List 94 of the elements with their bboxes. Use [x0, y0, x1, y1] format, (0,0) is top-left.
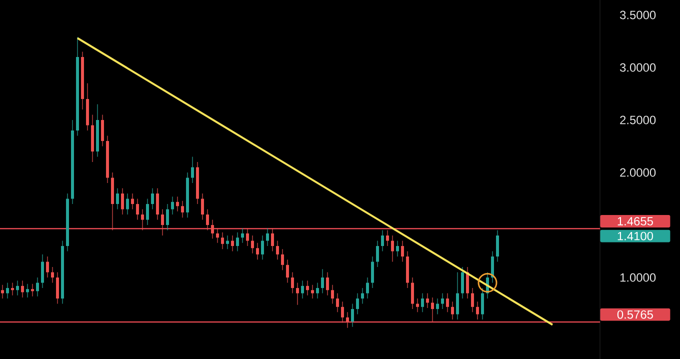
ref-line-label: 0.5765: [617, 310, 653, 319]
candlestick: [326, 272, 330, 296]
candlestick: [451, 301, 454, 320]
candlestick: [266, 228, 270, 246]
y-tick-label: 2.0000: [620, 168, 656, 177]
candlestick: [496, 230, 500, 262]
candlestick: [316, 282, 320, 299]
candlestick: [251, 235, 254, 254]
candlestick: [361, 288, 364, 304]
candlestick: [341, 301, 344, 323]
candlestick: [426, 292, 430, 308]
candlestick: [116, 188, 119, 210]
candlestick: [226, 235, 230, 250]
y-tick-label: 2.5000: [620, 116, 656, 124]
candlestick: [181, 200, 184, 218]
candlestick: [346, 312, 350, 328]
candlestick: [211, 219, 214, 239]
candlestick: [206, 208, 210, 231]
candlestick: [476, 301, 480, 320]
candlestick: [461, 266, 464, 299]
candlestick: [146, 198, 149, 226]
candlestick: [351, 303, 354, 328]
candlestick: [161, 208, 164, 236]
candlestick: [391, 235, 394, 262]
candlestick: [246, 228, 250, 246]
candlestick: [356, 292, 360, 315]
candlestick: [56, 272, 59, 304]
ref-line-label: 1.4655: [618, 216, 653, 226]
candlestick: [456, 272, 460, 320]
candlestick: [286, 259, 290, 284]
candlestick: [446, 292, 450, 312]
candlestick: [256, 242, 260, 260]
candlestick: [481, 288, 484, 320]
y-tick-label: 3.5000: [620, 10, 656, 20]
candlestick: [276, 240, 280, 260]
candlestick: [431, 297, 434, 322]
candlestick: [321, 268, 324, 294]
candlestick: [21, 280, 24, 298]
candlestick: [166, 204, 169, 231]
candlestick: [491, 250, 494, 284]
y-tick-label: 3.0000: [620, 63, 656, 72]
candlestick: [41, 254, 44, 288]
candlestick: [436, 298, 440, 315]
candlestick: [126, 193, 129, 215]
candlestick: [241, 228, 244, 244]
candlestick: [376, 240, 380, 268]
candlestick: [416, 298, 420, 312]
candlestick: [231, 235, 234, 252]
candlestick: [46, 256, 49, 278]
candlestick: [26, 284, 29, 298]
text: 1.4100: [618, 232, 654, 240]
candlestick: [201, 193, 204, 220]
candlestick: [261, 235, 264, 260]
candlestick: [366, 277, 370, 299]
candlestick: [221, 232, 224, 250]
candlestick: [191, 156, 194, 184]
candlestick: [1, 284, 4, 299]
candlestick: [466, 266, 470, 299]
candlestick: [301, 280, 304, 299]
candlestick: [6, 282, 9, 299]
candlestick: [121, 188, 124, 215]
candlestick: [386, 230, 390, 246]
candlestick: [101, 114, 104, 147]
candlestick: [411, 277, 414, 310]
candlestick: [51, 266, 54, 284]
y-tick-label: 1.0000: [620, 273, 656, 282]
candlestick: [271, 228, 274, 252]
candlestick: [421, 292, 424, 312]
candlestick: [371, 256, 374, 288]
candlestick: [236, 232, 240, 252]
candlestick: [311, 284, 314, 299]
candlestick: [11, 282, 14, 296]
candlestick: [396, 240, 400, 257]
candlestick: [441, 292, 444, 310]
candlestick: [306, 280, 310, 296]
candlestick: [156, 188, 159, 220]
candlestick: [141, 208, 144, 231]
candlestick: [216, 228, 220, 244]
candlestick: [136, 198, 139, 220]
candlestick: [281, 248, 284, 270]
candlestick: [31, 284, 34, 297]
candlestick: [331, 284, 334, 304]
candlestick: [171, 196, 174, 215]
candlestick: [36, 277, 39, 297]
candlestick: [151, 188, 154, 210]
candlestick: [291, 272, 294, 294]
candlestick: [381, 230, 384, 252]
candlestick: [471, 288, 474, 312]
candlestick: [401, 240, 404, 262]
candlestick: [131, 193, 134, 210]
candlestick: [296, 282, 300, 306]
candlestick: [16, 280, 19, 296]
candlestick: [176, 196, 179, 212]
candlestick: [336, 292, 340, 312]
